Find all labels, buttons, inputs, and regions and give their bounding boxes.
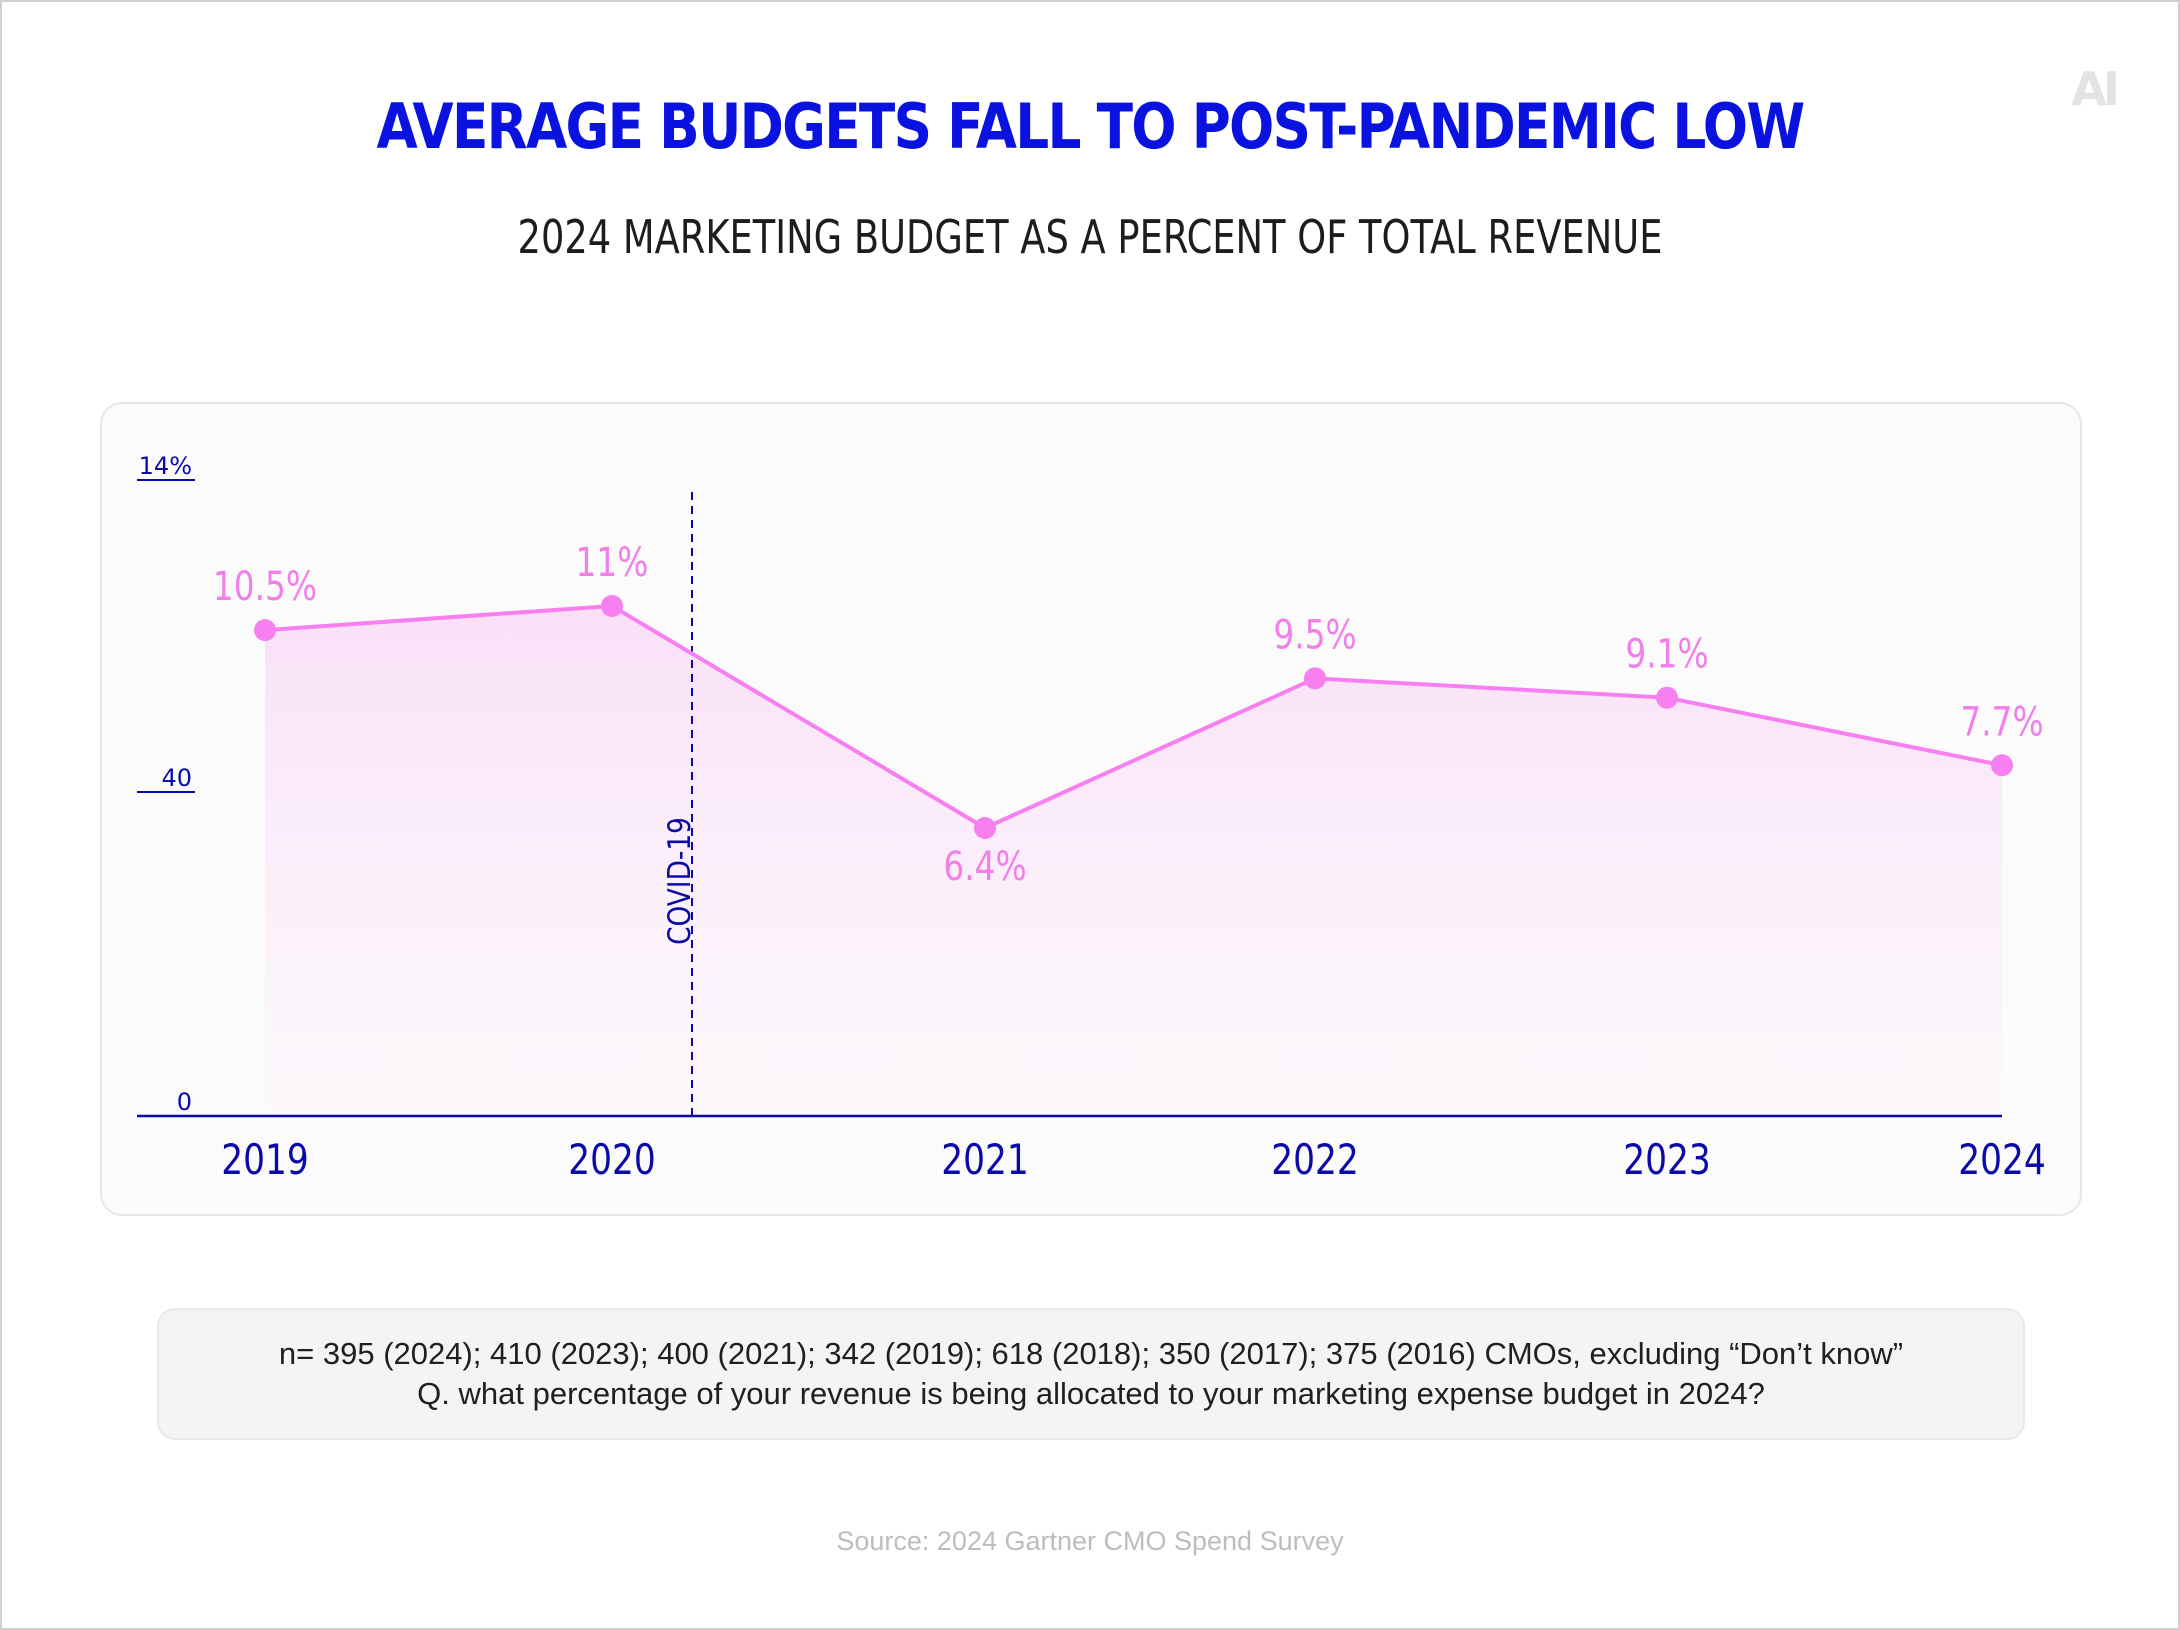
data-label: 9.5% <box>1273 611 1356 658</box>
x-tick-label: 2021 <box>941 1136 1029 1185</box>
data-label: 7.7% <box>1960 698 2043 745</box>
y-tick-label: 0 <box>177 1088 192 1116</box>
chart-card: COVID-19 14% 40 0 10.5% 2019 11% 2020 6.4% 2021 9.… <box>100 402 2082 1216</box>
data-point <box>974 817 996 839</box>
x-tick-label: 2022 <box>1271 1136 1359 1185</box>
source-credit: Source: 2024 Gartner CMO Spend Survey <box>836 1526 1344 1556</box>
y-tick-label: 14% <box>139 452 192 480</box>
data-label: 11% <box>576 539 649 586</box>
x-tick-label: 2019 <box>221 1136 309 1185</box>
x-tick-label: 2023 <box>1623 1136 1711 1185</box>
data-point <box>1304 667 1326 690</box>
page-subtitle: 2024 MARKETING BUDGET AS A PERCENT OF TO… <box>517 210 1663 264</box>
data-label: 10.5% <box>213 563 317 610</box>
page-title: AVERAGE BUDGETS FALL TO POST-PANDEMIC LO… <box>376 90 1805 163</box>
survey-question-note: Q. what percentage of your revenue is be… <box>417 1376 1765 1411</box>
data-point <box>601 595 623 617</box>
sample-size-note: n= 395 (2024); 410 (2023); 400 (2021); 3… <box>278 1336 1904 1371</box>
survey-notes: n= 395 (2024); 410 (2023); 400 (2021); 3… <box>157 1308 2025 1440</box>
data-label: 6.4% <box>943 843 1026 890</box>
covid-annotation-label: COVID-19 <box>661 817 698 945</box>
area-fill <box>265 606 2002 1116</box>
y-tick-label: 40 <box>161 764 192 792</box>
x-tick-label: 2020 <box>568 1136 656 1185</box>
line-chart: COVID-19 14% 40 0 10.5% 2019 11% 2020 6.4% 2021 9.… <box>137 452 2046 1185</box>
data-point <box>1656 686 1678 709</box>
data-point <box>254 619 276 642</box>
data-point <box>1991 754 2013 777</box>
series-line <box>264 604 2003 830</box>
brand-logo: AI <box>2071 62 2120 116</box>
data-label: 9.1% <box>1625 631 1708 678</box>
x-tick-label: 2024 <box>1958 1136 2046 1185</box>
